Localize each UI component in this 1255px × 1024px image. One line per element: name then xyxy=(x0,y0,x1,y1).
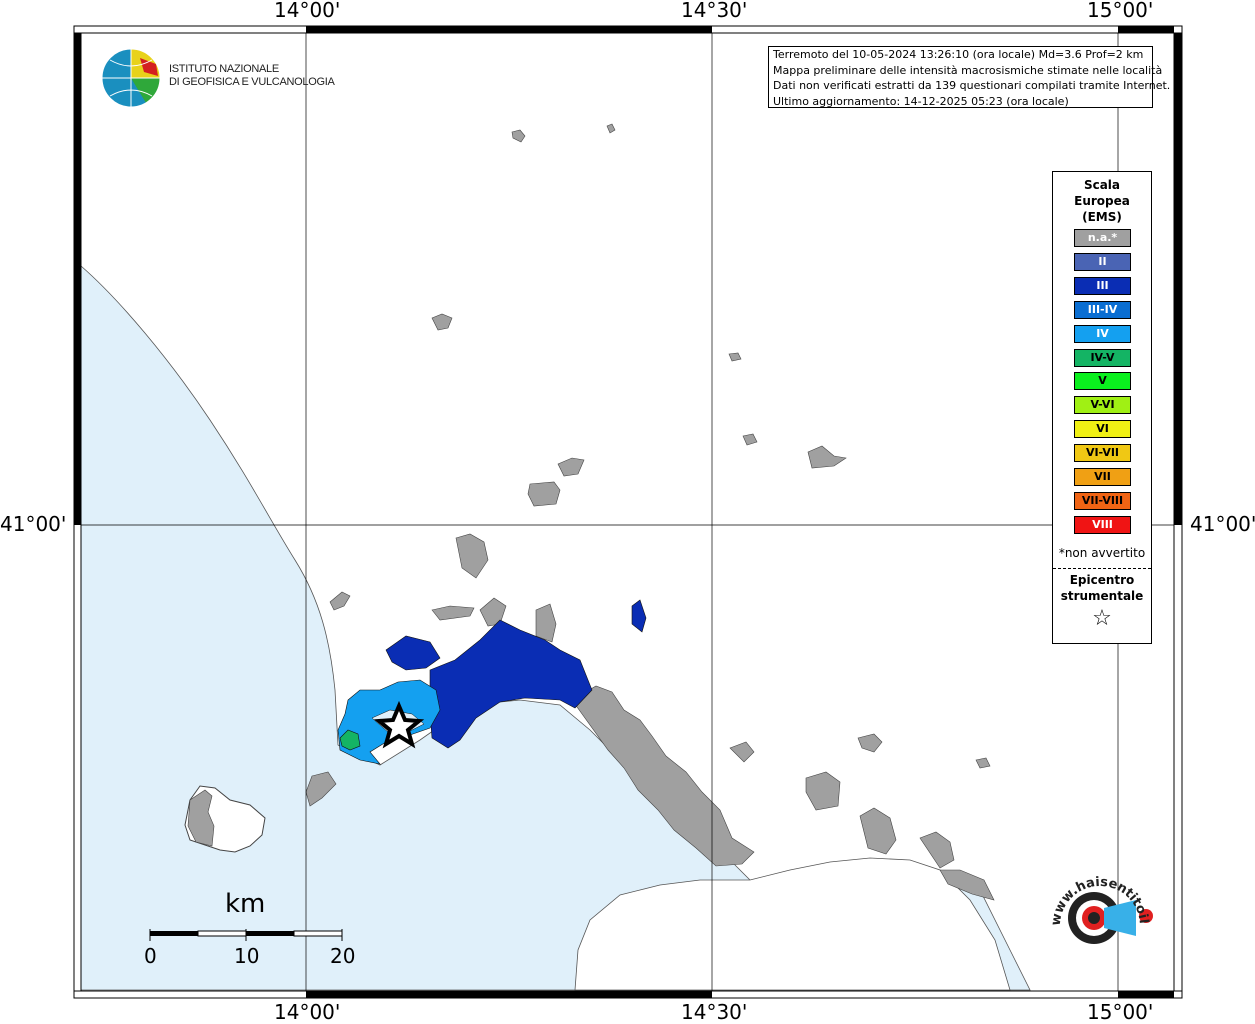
legend-swatch-vi-vii: VI-VII xyxy=(1074,444,1131,463)
ingv-logo-text: ISTITUTO NAZIONALE DI GEOFISICA E VULCAN… xyxy=(169,63,335,89)
scale-unit: km xyxy=(225,889,266,919)
legend-swatch-vi: VI xyxy=(1074,420,1131,439)
legend-title-line-3: (EMS) xyxy=(1082,210,1122,224)
event-info-box: Terremoto del 10-05-2024 13:26:10 (ora l… xyxy=(768,46,1171,108)
legend-swatch-vii-viii: VII-VIII xyxy=(1074,491,1131,510)
legend-swatch-iv: IV xyxy=(1074,324,1131,343)
intensity-iv-v-area xyxy=(339,729,361,751)
ingv-globe-icon xyxy=(101,48,161,108)
legend-epicenter-line-1: Epicentro xyxy=(1069,573,1135,587)
info-line-3: Dati non verificati estratti da 139 ques… xyxy=(773,79,1171,92)
legend-divider xyxy=(1053,568,1151,569)
legend-swatch-iii: III xyxy=(1074,276,1131,295)
scale-tick-0: 0 xyxy=(144,944,157,968)
info-line-4: Ultimo aggiornamento: 14-12-2025 05:23 (… xyxy=(773,94,1069,108)
legend-note: *non avvertito xyxy=(1058,546,1146,560)
scale-tick-10: 10 xyxy=(234,944,260,968)
top-label-14-00: 14°00' xyxy=(274,0,341,22)
info-line-1: Terremoto del 10-05-2024 13:26:10 (ora l… xyxy=(773,48,1144,61)
unreported-localities xyxy=(329,123,995,901)
legend-swatch-v: V xyxy=(1074,372,1131,391)
legend-star-icon: ☆ xyxy=(1092,606,1112,631)
bottom-label-15-00: 15°00' xyxy=(1087,1000,1154,1024)
bottom-label-14-00: 14°00' xyxy=(274,1000,341,1024)
left-label-41-00: 41°00' xyxy=(0,512,67,536)
right-label-41-00: 41°00' xyxy=(1190,512,1255,536)
logo-line-1: ISTITUTO NAZIONALE xyxy=(169,63,279,75)
epicenter-star xyxy=(373,700,425,749)
legend-title-line-2: Europea xyxy=(1074,194,1130,208)
logo-line-2: DI GEOFISICA E VULCANOLOGIA xyxy=(169,76,335,88)
legend-swatch-iii-iv: III-IV xyxy=(1074,300,1131,319)
legend-swatch-iv-v: IV-V xyxy=(1074,348,1131,367)
legend-swatch-ii: II xyxy=(1074,252,1131,271)
peninsula-land xyxy=(574,857,1011,991)
info-line-2: Mappa preliminare delle intensità macros… xyxy=(773,63,1163,77)
legend-swatch-vii: VII xyxy=(1074,468,1131,486)
scale-bar xyxy=(149,929,343,941)
legend-epicenter-label: Epicentro strumentale xyxy=(1053,572,1151,604)
intensity-iii-area xyxy=(429,619,593,749)
legend-swatch-n-a-: n.a.* xyxy=(1074,229,1131,247)
map-frame xyxy=(73,25,1183,999)
ems-legend: Scala Europea (EMS) n.a.* II III III-IV IV IV… xyxy=(1052,171,1152,644)
bottom-label-14-30: 14°30' xyxy=(681,1000,748,1024)
scale-tick-20: 20 xyxy=(330,944,356,968)
legend-epicenter-line-2: strumentale xyxy=(1060,589,1144,603)
legend-swatch-viii: VIII xyxy=(1074,515,1131,534)
haisentito-logo-icon: www.haisentitoilterremoto.it xyxy=(1040,866,1153,944)
legend-title: Scala Europea (EMS) xyxy=(1053,177,1151,225)
legend-title-line-1: Scala xyxy=(1083,178,1121,192)
top-label-15-00: 15°00' xyxy=(1087,0,1154,22)
top-label-14-30: 14°30' xyxy=(681,0,748,22)
legend-swatch-v-vi: V-VI xyxy=(1074,396,1131,415)
